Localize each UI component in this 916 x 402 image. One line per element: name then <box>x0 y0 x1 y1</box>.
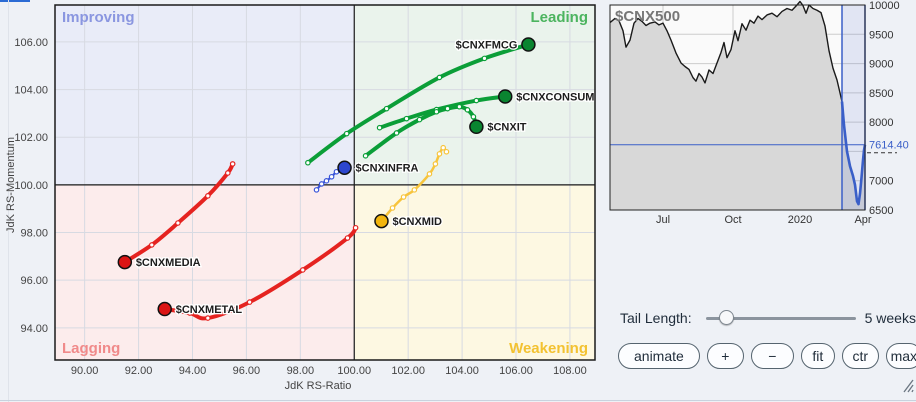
symbol-label: $CNXFMCG <box>456 40 518 52</box>
panel-bottom-border <box>0 400 916 401</box>
top-accent-line <box>0 0 30 2</box>
mini-y-tick: 7000 <box>869 176 893 188</box>
label-leading: Leading <box>530 9 588 26</box>
tail-length-slider[interactable] <box>705 310 856 326</box>
price-line <box>609 0 843 102</box>
mini-x-tick: 2020 <box>788 214 812 226</box>
symbol-label: $CNXMEDIA <box>136 257 201 269</box>
mini-x-tick: Apr <box>854 214 871 226</box>
fit-button[interactable]: fit <box>800 343 835 369</box>
quadrant-leading <box>354 5 595 185</box>
y-axis-title: JdK RS-Momentum <box>5 137 17 233</box>
mini-y-tick: 9500 <box>869 29 893 41</box>
mini-x-tick: Jul <box>656 214 670 226</box>
quadrant-improving <box>55 5 355 185</box>
symbol-dot-$CNXFMCG <box>521 37 536 52</box>
tail-length-value: 5 weeks <box>864 310 916 326</box>
x-axis-title: JdK RS-Ratio <box>285 380 352 392</box>
slider-thumb[interactable] <box>718 310 734 325</box>
symbol-label: $CNXMID <box>392 216 442 228</box>
slider-track[interactable] <box>705 317 856 320</box>
mini-chart-title: $CNX500 <box>615 8 680 25</box>
x-tick-label: 96.00 <box>233 365 261 377</box>
animate-button[interactable]: animate <box>618 343 700 369</box>
mini-y-tick: 8500 <box>869 88 893 100</box>
tail-$CNXFMCG <box>305 42 531 165</box>
y-tick-label: 102.00 <box>14 132 48 144</box>
tail-length-label: Tail Length: <box>620 310 692 326</box>
symbol-dot-$CNXMETAL <box>157 301 172 317</box>
label-lagging: Lagging <box>62 340 120 357</box>
label-weakening: Weakening <box>509 340 588 357</box>
symbol-label: $CNXCONSUM <box>516 91 594 103</box>
x-tick-label: 92.00 <box>125 365 153 377</box>
symbol-label: $CNXMETAL <box>176 304 243 316</box>
x-tick-label: 90.00 <box>71 365 99 377</box>
x-tick-label: 98.00 <box>287 365 315 377</box>
mini-x-tick: Oct <box>724 214 741 226</box>
mini-y-tick: 10000 <box>869 0 900 12</box>
x-tick-label: 94.00 <box>179 365 207 377</box>
x-tick-label: 102.00 <box>391 365 425 377</box>
label-improving: Improving <box>62 9 135 26</box>
symbol-dot-$CNXMID <box>374 213 389 229</box>
x-tick-label: 100.00 <box>337 365 371 377</box>
maximize-button[interactable]: max <box>885 343 916 369</box>
symbol-dot-$CNXCONSUM <box>497 89 513 104</box>
y-tick-label: 100.00 <box>14 180 48 192</box>
y-tick-label: 96.00 <box>20 275 48 287</box>
x-tick-label: 106.00 <box>499 365 533 377</box>
rrg-chart[interactable]: $CNXFMCG $CNXCONSUM $CNXIT $CNXINFRA $CNXMID… <box>0 0 605 402</box>
quadrant-lagging <box>55 184 355 360</box>
panel-left-border <box>8 0 9 402</box>
symbol-dot-$CNXIT <box>469 119 484 134</box>
toolbar: animate + − fit ctr max <box>618 343 916 369</box>
mini-y-tick: 6500 <box>869 205 893 217</box>
x-tick-label: 108.00 <box>553 365 587 377</box>
resize-grip-icon[interactable] <box>899 378 914 393</box>
mini-last-value-label: 7614.40 <box>869 140 909 152</box>
symbol-label: $CNXIT <box>487 122 526 134</box>
zoom-out-button[interactable]: − <box>750 343 794 369</box>
tail-length-control: Tail Length: 5 weeks <box>620 310 916 326</box>
price-area <box>610 1 865 210</box>
y-tick-label: 94.00 <box>20 323 48 335</box>
symbol-dot-$CNXMEDIA <box>117 254 133 270</box>
y-tick-label: 106.00 <box>14 37 48 49</box>
symbol-dot-$CNXINFRA <box>337 160 352 175</box>
zoom-in-button[interactable]: + <box>706 343 744 369</box>
y-tick-label: 98.00 <box>20 228 48 240</box>
mini-y-tick: 9000 <box>869 59 893 71</box>
mini-y-tick: 8000 <box>869 117 893 129</box>
center-button[interactable]: ctr <box>841 343 879 369</box>
benchmark-mini-chart[interactable]: 10000 9500 9000 8500 8000 7000 6500 7614.40 Jul O… <box>605 0 916 235</box>
symbol-label: $CNXINFRA <box>356 163 419 175</box>
x-tick-label: 104.00 <box>445 365 479 377</box>
y-tick-label: 104.00 <box>14 85 48 97</box>
price-line-recent <box>840 101 867 206</box>
quadrant-weakening <box>354 184 595 360</box>
